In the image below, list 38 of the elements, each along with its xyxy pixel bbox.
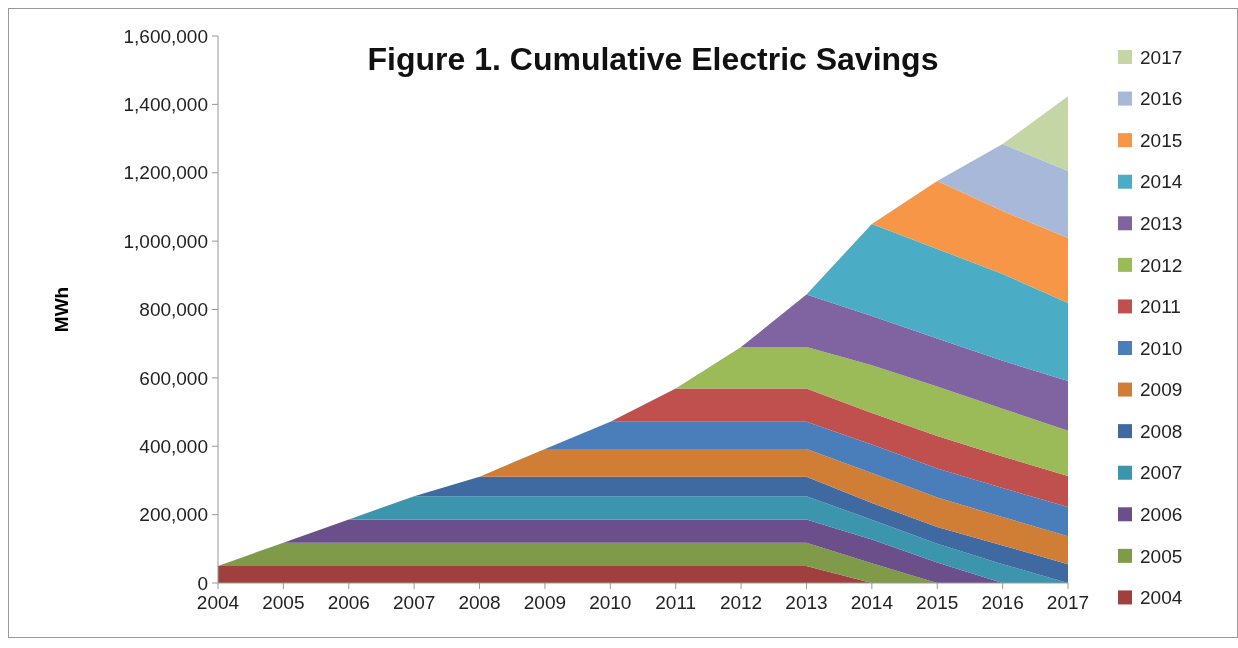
- x-tick-label: 2013: [785, 592, 828, 613]
- legend-label: 2008: [1140, 420, 1183, 442]
- legend-label: 2009: [1140, 379, 1183, 401]
- y-tick-label: 0: [197, 572, 208, 594]
- x-tick-label: 2010: [589, 592, 632, 613]
- x-tick-label: 2008: [458, 592, 501, 613]
- x-tick-label: 2015: [916, 592, 959, 613]
- x-tick-label: 2007: [393, 592, 436, 613]
- x-tick-label: 2006: [327, 592, 370, 613]
- x-tick-label: 2014: [850, 592, 894, 613]
- legend-label: 2015: [1140, 129, 1183, 151]
- y-tick-label: 200,000: [139, 504, 208, 526]
- y-tick-label: 1,000,000: [123, 230, 208, 252]
- legend-label: 2010: [1140, 337, 1183, 359]
- legend-label: 2014: [1140, 171, 1183, 193]
- legend-label: 2012: [1140, 254, 1183, 276]
- y-axis-title: MWh: [51, 286, 72, 333]
- y-tick-label: 1,400,000: [123, 94, 208, 116]
- x-tick-label: 2012: [719, 592, 763, 613]
- x-tick-label: 2016: [981, 592, 1024, 613]
- legend-label: 2006: [1140, 503, 1183, 525]
- legend-label: 2013: [1140, 212, 1183, 234]
- y-tick-label: 800,000: [139, 299, 208, 321]
- legend-label: 2016: [1140, 88, 1183, 110]
- y-tick-label: 400,000: [139, 435, 208, 457]
- legend-label: 2011: [1140, 296, 1181, 318]
- x-tick-label: 2017: [1046, 592, 1090, 613]
- legend-label: 2005: [1140, 545, 1183, 567]
- x-tick-label: 2009: [523, 592, 567, 613]
- x-tick-label: 2004: [196, 592, 240, 613]
- y-tick-label: 1,600,000: [123, 25, 208, 47]
- chart-title: Figure 1. Cumulative Electric Savings: [367, 41, 939, 77]
- x-tick-label: 2005: [262, 592, 305, 613]
- legend-label: 2007: [1140, 462, 1183, 484]
- y-tick-label: 600,000: [139, 367, 208, 389]
- legend-label: 2017: [1140, 46, 1183, 68]
- y-tick-label: 1,200,000: [123, 162, 208, 184]
- x-tick-label: 2011: [655, 592, 697, 613]
